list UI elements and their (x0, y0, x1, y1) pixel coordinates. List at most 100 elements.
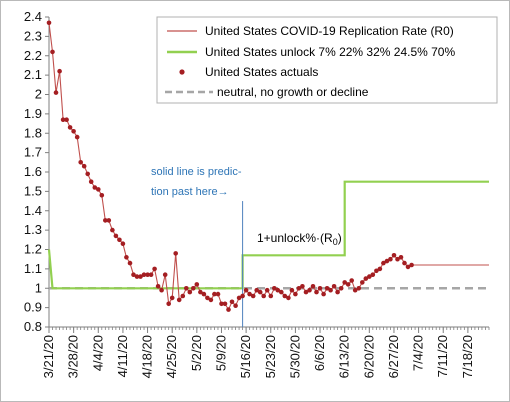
x-tick-label: 4/4/20 (90, 335, 105, 371)
actuals-point (286, 295, 291, 301)
actuals-point (402, 260, 407, 266)
actuals-point (324, 286, 330, 291)
actuals-point (328, 287, 333, 293)
actuals-point (374, 268, 379, 274)
actuals-point (124, 254, 129, 260)
actuals-point (145, 272, 150, 278)
actuals-point (162, 272, 168, 278)
y-tick-label: 1.5 (24, 183, 42, 198)
y-tick-label: 0.9 (24, 300, 42, 315)
actuals-point (141, 272, 147, 278)
actuals-point (243, 287, 249, 293)
actuals-point (138, 274, 143, 279)
x-tick-label: 5/16/20 (238, 335, 253, 378)
actuals-point (180, 293, 186, 299)
legend-label-replication-rate: United States COVID-19 Replication Rate … (205, 24, 454, 38)
actuals-point (60, 117, 66, 122)
actuals-point (275, 287, 281, 293)
x-tick-label: 4/18/20 (140, 335, 155, 378)
x-axis-ticks: 3/21/20 3/28/20 4/4/20 4/11/20 4/18/20 4/25/2… (41, 327, 490, 378)
actuals-point (229, 299, 235, 305)
actuals-point (247, 291, 252, 297)
actuals-point (117, 237, 122, 243)
x-tick-label: 7/18/20 (460, 335, 475, 378)
actuals-point (85, 171, 90, 177)
actuals-point (405, 264, 411, 270)
actuals-point (120, 241, 126, 246)
unlock-formula-text: 1+unlock%·(R (257, 231, 333, 245)
actuals-point (81, 163, 87, 169)
actuals-point (212, 291, 217, 297)
actuals-point (317, 286, 323, 291)
y-tick-label: 0.8 (24, 319, 42, 334)
actuals-point (264, 287, 270, 293)
actuals-point (67, 125, 73, 130)
actuals-point (370, 272, 376, 278)
unlock-formula: 1+unlock%·(R0) (257, 231, 342, 247)
actuals-point (226, 307, 231, 312)
actuals-point (398, 254, 404, 260)
x-tick-label: 7/4/20 (411, 335, 426, 371)
legend-box (156, 16, 498, 104)
y-tick-label: 2.2 (24, 48, 42, 63)
actuals-point (92, 185, 98, 190)
actuals-point (363, 276, 369, 281)
actuals-point (106, 218, 112, 223)
actuals-point (293, 291, 298, 297)
actuals-point (381, 260, 386, 266)
actuals-point (272, 286, 277, 291)
actuals-point (342, 280, 348, 285)
x-tick-label: 6/27/20 (386, 335, 401, 378)
prediction-note-line1: solid line is predic- (151, 166, 242, 178)
actuals-point (236, 295, 242, 301)
actuals-point (349, 278, 355, 283)
actuals-point (391, 253, 397, 258)
actuals-point (99, 193, 105, 198)
unlock-formula-close: ) (338, 231, 342, 245)
series-layer (46, 20, 489, 327)
actuals-point (395, 256, 400, 262)
actuals-point (201, 291, 207, 297)
actuals-point (289, 287, 295, 293)
y-tick-label: 2.4 (24, 9, 42, 24)
actuals-point (279, 289, 284, 295)
actuals-point (169, 295, 175, 301)
actuals-point (254, 287, 259, 293)
actuals-point (208, 297, 214, 303)
actuals-point (78, 160, 83, 165)
actuals-point (352, 287, 358, 293)
legend: United States COVID-19 Replication Rate … (156, 16, 498, 104)
actuals-point (131, 272, 136, 278)
actuals-point (194, 282, 200, 287)
actuals-point (219, 301, 224, 307)
actuals-point (377, 266, 383, 272)
actuals-point (71, 129, 76, 134)
actuals-point (384, 258, 390, 264)
actuals-point (360, 280, 365, 285)
annotations: solid line is predic- tion past here→ 1+… (151, 166, 342, 247)
actuals-point (261, 293, 267, 299)
y-tick-label: 2.1 (24, 67, 42, 82)
actuals-point (148, 272, 154, 278)
actuals-point (257, 289, 263, 295)
actuals-point (159, 287, 164, 293)
prediction-note-line2: tion past here→ (151, 186, 229, 198)
y-tick-label: 2 (35, 87, 42, 102)
actuals-point (191, 286, 196, 291)
actuals-point (268, 293, 274, 299)
y-tick-label: 1.8 (24, 125, 42, 140)
legend-label-neutral: neutral, no growth or decline (217, 85, 369, 99)
legend-label-actuals: United States actuals (205, 65, 318, 79)
actuals-point (282, 293, 288, 299)
actuals-point (113, 233, 119, 239)
actuals-point (356, 286, 362, 291)
unlock-formula-subscript: 0 (333, 237, 338, 247)
x-tick-label: 6/20/20 (361, 335, 376, 378)
actuals-point (215, 291, 221, 297)
actuals-point (198, 289, 203, 295)
actuals-point (46, 20, 52, 26)
actuals-point (74, 134, 80, 140)
y-tick-label: 1 (35, 280, 42, 295)
x-tick-label: 5/23/20 (263, 335, 278, 378)
